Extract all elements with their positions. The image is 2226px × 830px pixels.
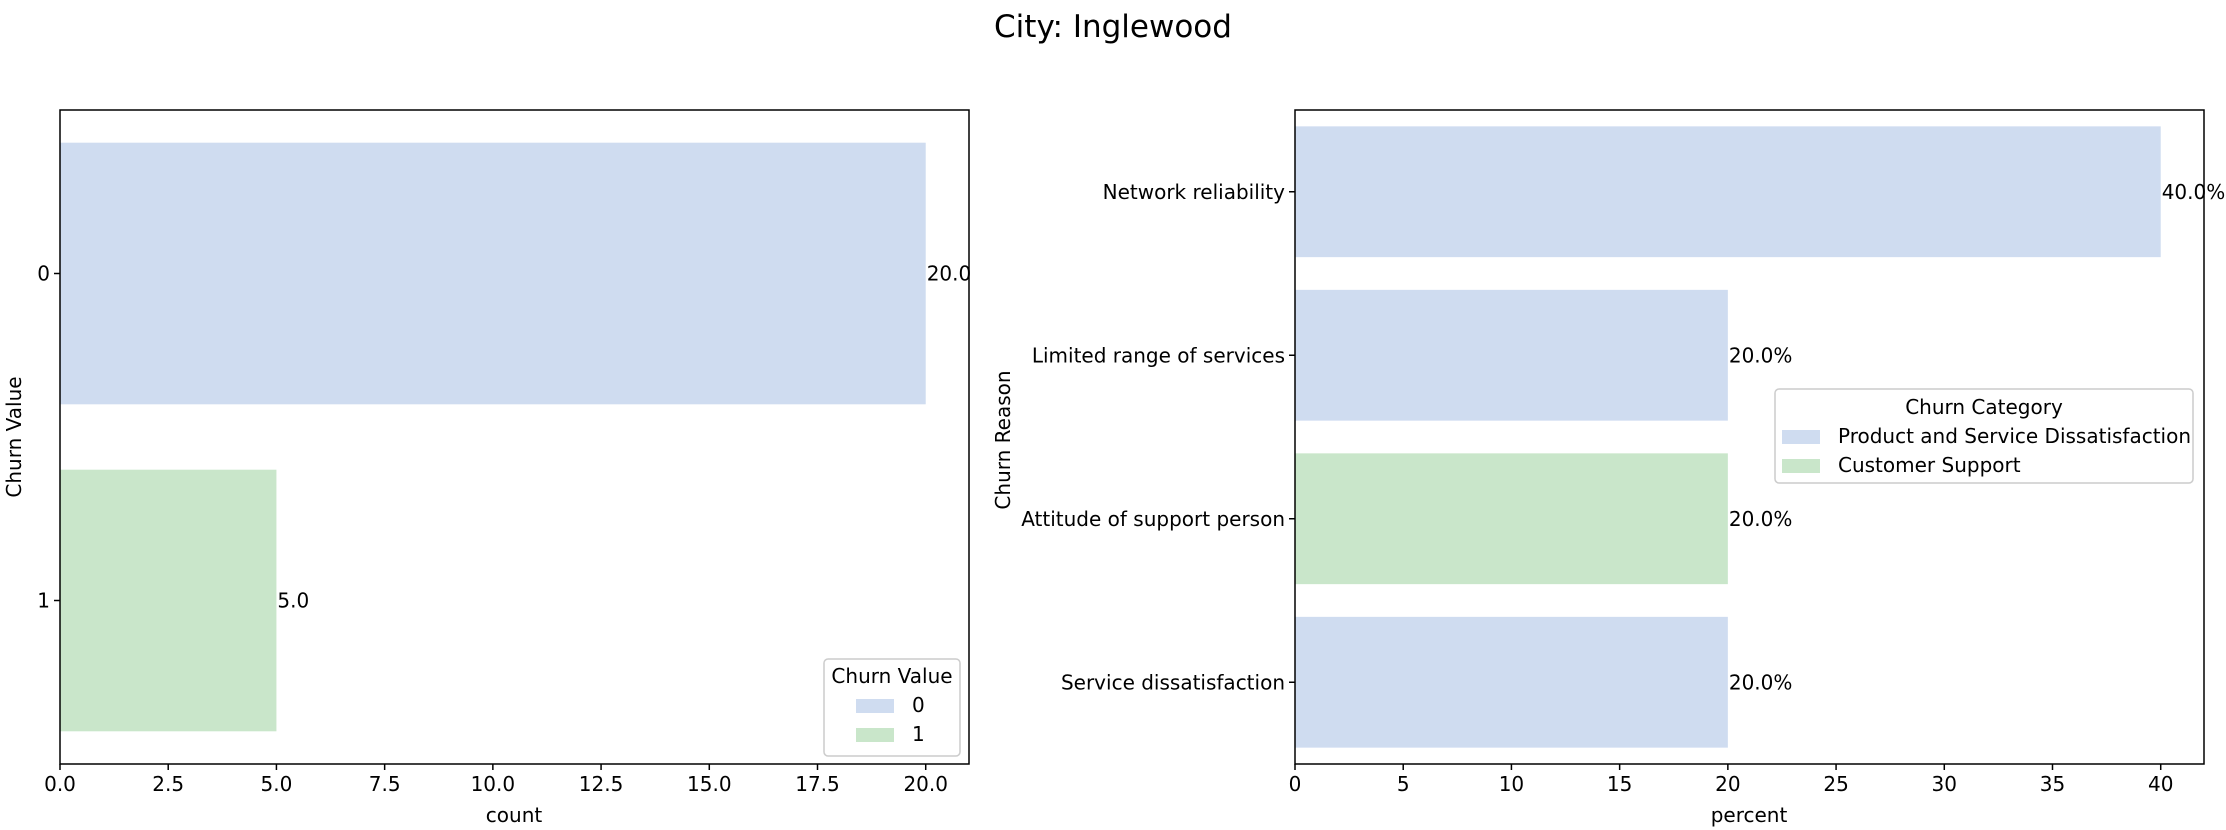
chart1-x-tick-label-0: 0.0 bbox=[44, 772, 76, 796]
chart2-x-tick-label-5: 25 bbox=[1823, 772, 1848, 796]
chart2-x-axis-label: percent bbox=[1711, 803, 1788, 827]
chart1-legend-swatch-1 bbox=[856, 728, 894, 742]
chart1-x-tick-label-4: 10.0 bbox=[471, 772, 516, 796]
chart2-legend-title: Churn Category bbox=[1905, 395, 2063, 419]
chart1-x-tick-label-7: 17.5 bbox=[795, 772, 840, 796]
chart1-x-tick-label-6: 15.0 bbox=[687, 772, 732, 796]
chart1-legend: Churn Value 0 1 bbox=[823, 658, 961, 757]
chart2-x-tick-label-0: 0 bbox=[1289, 772, 1302, 796]
chart1-data-label-0: 20.0 bbox=[927, 262, 972, 286]
chart2-x-tick-label-1: 5 bbox=[1397, 772, 1410, 796]
chart1-bar-0 bbox=[60, 142, 926, 405]
chart1-x-axis-label: count bbox=[486, 803, 543, 827]
chart1-data-label-1: 5.0 bbox=[277, 589, 309, 613]
chart2-bars: 40.0% 20.0% 20.0% 20.0% bbox=[1295, 126, 2226, 748]
chart1-bars: 20.0 5.0 bbox=[60, 142, 972, 732]
chart1-y-tick-label-1: 1 bbox=[37, 589, 50, 613]
chart1-legend-label-1: 1 bbox=[912, 722, 925, 746]
chart2-y-tick-label-2: Attitude of support person bbox=[1021, 507, 1285, 531]
chart1-legend-title: Churn Value bbox=[831, 664, 952, 688]
chart2-data-label-3: 20.0% bbox=[1729, 670, 1793, 694]
chart2-legend-swatch-0 bbox=[1782, 430, 1820, 444]
chart2-legend-box bbox=[1774, 388, 2194, 484]
chart1-y-tick-label-0: 0 bbox=[37, 262, 50, 286]
chart2-y-tick-label-1: Limited range of services bbox=[1032, 343, 1285, 367]
chart1-y-ticks: 01 bbox=[37, 262, 60, 613]
chart2-legend-label-1: Customer Support bbox=[1838, 453, 2021, 477]
chart2-bar-0 bbox=[1295, 126, 2161, 258]
chart1-x-tick-label-2: 5.0 bbox=[261, 772, 293, 796]
chart1-x-ticks: 0.0 2.5 5.0 7.5 10.0 12.5 15.0 17.5 20.0 bbox=[44, 764, 948, 796]
chart2-x-tick-label-8: 40 bbox=[2148, 772, 2173, 796]
chart2-y-ticks: Network reliability Limited range of serv… bbox=[1021, 180, 1295, 694]
chart1-x-tick-label-8: 20.0 bbox=[903, 772, 948, 796]
chart2-y-tick-label-0: Network reliability bbox=[1103, 180, 1286, 204]
chart2-plot-frame bbox=[1294, 109, 2205, 765]
chart2-x-tick-label-4: 20 bbox=[1715, 772, 1740, 796]
chart2-y-tick-label-3: Service dissatisfaction bbox=[1061, 670, 1285, 694]
chart2-legend-label-0: Product and Service Dissatisfaction bbox=[1838, 424, 2191, 448]
chart2-data-label-2: 20.0% bbox=[1729, 507, 1793, 531]
chart1-x-tick-label-5: 12.5 bbox=[579, 772, 624, 796]
chart2-data-label-1: 20.0% bbox=[1729, 343, 1793, 367]
chart2-bar-3 bbox=[1295, 616, 1728, 748]
churn-value-count-chart: 20.0 5.0 0.0 2.5 5.0 7.5 10.0 12.5 15.0 17.5 20.0… bbox=[2, 109, 972, 827]
chart1-legend-swatch-0 bbox=[856, 699, 894, 713]
chart2-y-axis-label: Churn Reason bbox=[991, 370, 1015, 509]
chart1-y-axis-label: Churn Value bbox=[2, 376, 26, 497]
chart1-legend-label-0: 0 bbox=[912, 693, 925, 717]
chart2-legend: Churn Category Product and Service Dissa… bbox=[1774, 388, 2194, 484]
chart1-bar-1 bbox=[60, 469, 277, 732]
chart2-x-tick-label-3: 15 bbox=[1607, 772, 1632, 796]
chart2-x-tick-label-6: 30 bbox=[1932, 772, 1957, 796]
chart2-bar-1 bbox=[1295, 289, 1728, 421]
chart2-x-tick-label-2: 10 bbox=[1499, 772, 1524, 796]
chart2-data-label-0: 40.0% bbox=[2162, 180, 2226, 204]
chart1-plot-frame bbox=[59, 109, 970, 765]
chart1-x-tick-label-1: 2.5 bbox=[152, 772, 184, 796]
chart2-bar-2 bbox=[1295, 453, 1728, 585]
churn-reason-percent-chart: 40.0% 20.0% 20.0% 20.0% 0 5 10 15 20 25 30 35 40 Ne… bbox=[991, 109, 2226, 827]
chart1-x-tick-label-3: 7.5 bbox=[369, 772, 401, 796]
chart2-x-tick-label-7: 35 bbox=[2040, 772, 2065, 796]
figure-title: City: Inglewood bbox=[994, 9, 1232, 45]
chart2-legend-swatch-1 bbox=[1782, 459, 1820, 473]
chart2-x-ticks: 0 5 10 15 20 25 30 35 40 bbox=[1289, 764, 2173, 796]
